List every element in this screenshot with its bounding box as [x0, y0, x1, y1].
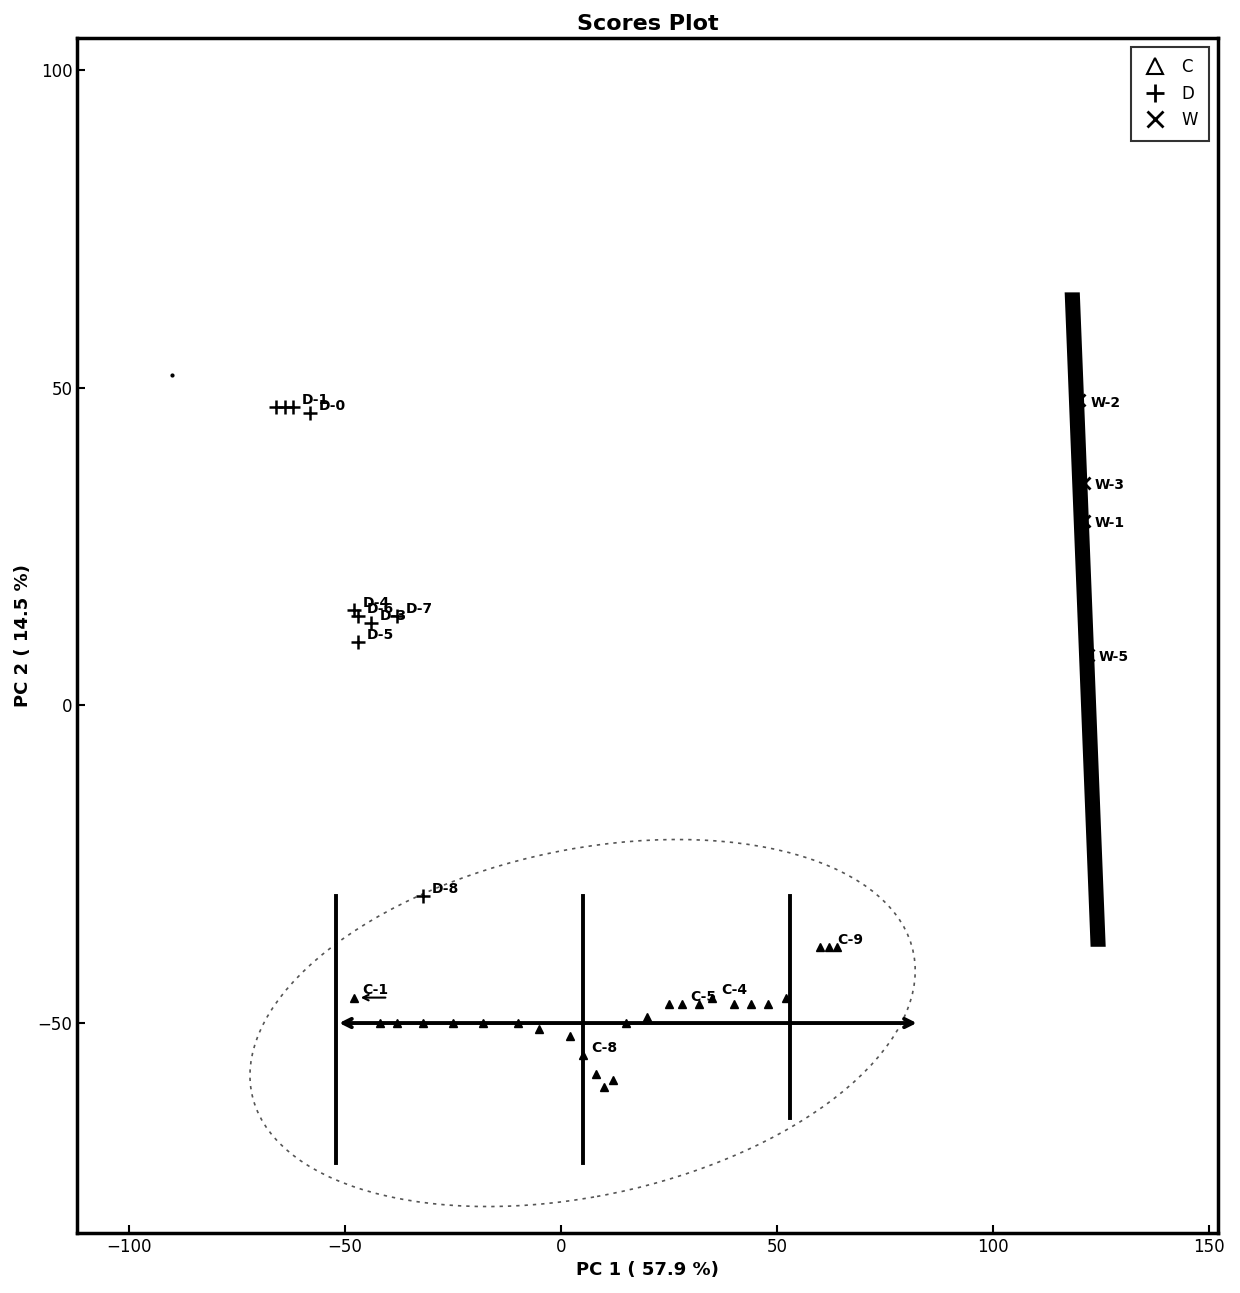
Text: D-8: D-8	[432, 882, 459, 896]
Text: W-3: W-3	[1095, 478, 1125, 493]
Text: C-1: C-1	[362, 984, 388, 997]
Text: D-0: D-0	[319, 400, 346, 412]
Text: W-2: W-2	[1090, 396, 1120, 410]
Text: D-3: D-3	[379, 609, 407, 622]
Y-axis label: PC 2 ( 14.5 %): PC 2 ( 14.5 %)	[14, 564, 32, 707]
Text: C-5: C-5	[691, 989, 717, 1003]
Text: W-1: W-1	[1095, 516, 1125, 530]
Text: D-6: D-6	[367, 603, 394, 617]
Text: W-5: W-5	[1099, 650, 1128, 663]
Text: D-1: D-1	[301, 393, 329, 406]
Text: C-9: C-9	[837, 932, 863, 946]
Text: C-4: C-4	[720, 984, 746, 997]
Text: D-4: D-4	[362, 596, 389, 610]
X-axis label: PC 1 ( 57.9 %): PC 1 ( 57.9 %)	[575, 1261, 719, 1279]
Legend: C, D, W: C, D, W	[1131, 47, 1209, 141]
Text: D-7: D-7	[405, 603, 433, 617]
Title: Scores Plot: Scores Plot	[577, 14, 718, 34]
Text: C-8: C-8	[591, 1041, 618, 1055]
Polygon shape	[1065, 292, 1106, 946]
Text: D-5: D-5	[367, 627, 394, 641]
